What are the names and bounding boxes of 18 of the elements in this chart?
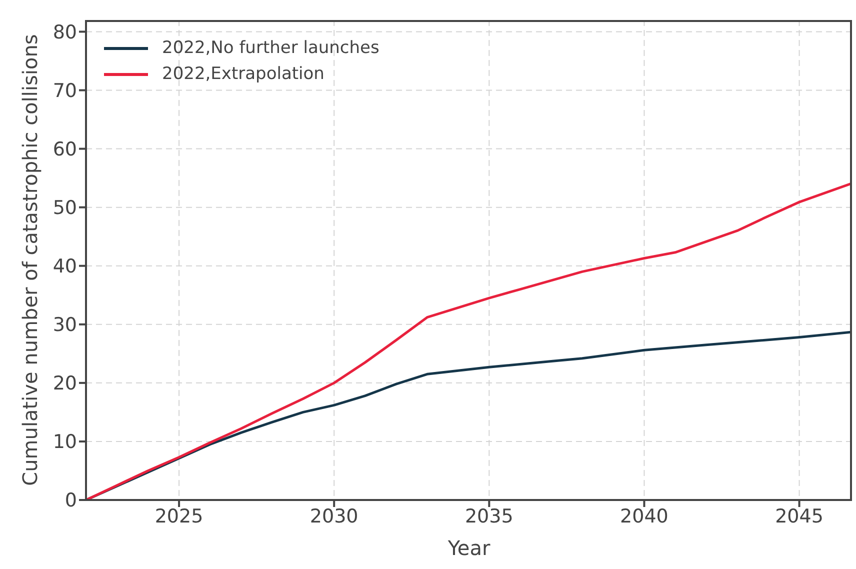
x-tick-label: 2030 [310,505,358,528]
y-tick-label: 80 [52,21,77,44]
y-tick-label: 40 [52,256,77,278]
y-tick-label: 50 [52,197,77,220]
legend-label: 2022,No further launches [162,38,380,58]
x-tick-label: 2045 [775,505,824,528]
y-tick-label: 30 [52,314,77,336]
y-axis-title: Cumulative number of catastrophic collisions [18,34,42,486]
y-tick-label: 70 [52,80,77,102]
x-axis-title: Year [446,536,491,560]
y-tick-label: 10 [52,431,77,454]
y-tick-label: 60 [52,138,77,161]
y-tick-label: 0 [64,490,77,512]
x-tick-label: 2025 [154,505,204,528]
x-tick-label: 2040 [620,505,668,528]
x-tick-label: 2035 [464,505,514,528]
y-tick-label: 20 [52,372,77,395]
legend-label: 2022,Extrapolation [162,64,324,84]
